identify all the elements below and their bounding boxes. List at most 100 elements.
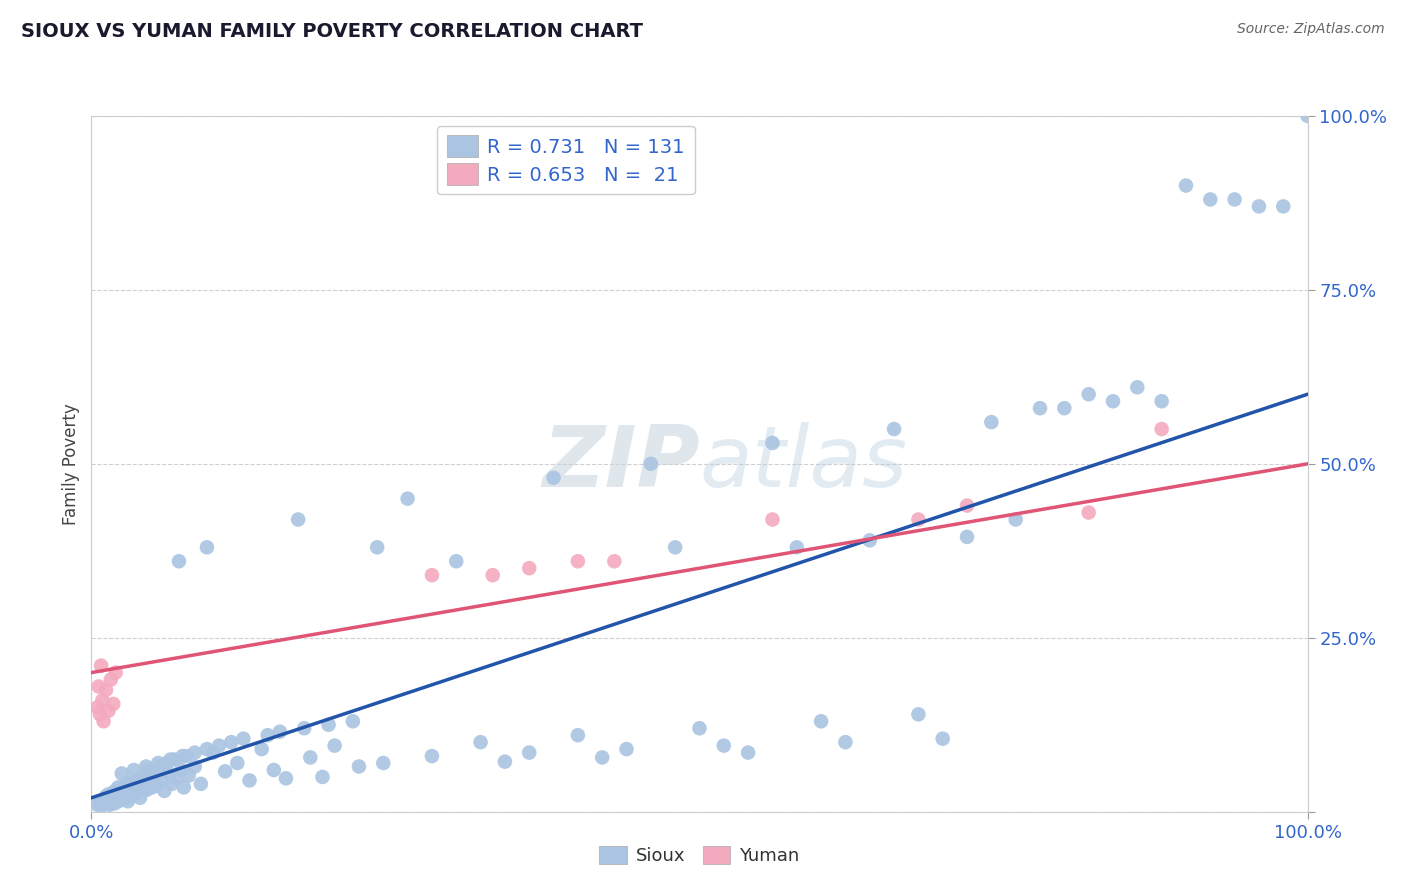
Point bbox=[263, 763, 285, 777]
Point bbox=[543, 471, 565, 485]
Point bbox=[148, 756, 170, 770]
Point bbox=[494, 755, 516, 769]
Point bbox=[129, 770, 152, 784]
Point bbox=[167, 554, 190, 568]
Point bbox=[117, 794, 139, 808]
Point bbox=[567, 554, 589, 568]
Text: atlas: atlas bbox=[699, 422, 907, 506]
Point bbox=[481, 568, 503, 582]
Point bbox=[366, 541, 388, 555]
Point bbox=[86, 797, 108, 812]
Point bbox=[89, 794, 111, 808]
Point bbox=[373, 756, 395, 770]
Point bbox=[786, 541, 808, 555]
Point bbox=[517, 746, 540, 760]
Point bbox=[170, 763, 193, 777]
Point bbox=[163, 753, 186, 767]
Point bbox=[761, 512, 783, 526]
Point bbox=[1150, 394, 1173, 409]
Point bbox=[128, 778, 150, 792]
Point bbox=[1077, 506, 1099, 520]
Point bbox=[931, 731, 953, 746]
Point bbox=[1126, 380, 1149, 394]
Legend: Sioux, Yuman: Sioux, Yuman bbox=[592, 838, 807, 872]
Point bbox=[287, 512, 309, 526]
Point bbox=[110, 788, 132, 801]
Point bbox=[104, 665, 127, 680]
Text: Source: ZipAtlas.com: Source: ZipAtlas.com bbox=[1237, 22, 1385, 37]
Point bbox=[112, 792, 135, 806]
Point bbox=[136, 782, 159, 797]
Point bbox=[688, 721, 710, 735]
Point bbox=[153, 784, 176, 798]
Point bbox=[86, 700, 108, 714]
Point bbox=[713, 739, 735, 753]
Point bbox=[139, 772, 162, 786]
Point bbox=[980, 415, 1002, 429]
Point bbox=[111, 766, 134, 780]
Point bbox=[640, 457, 662, 471]
Point bbox=[274, 772, 297, 786]
Point bbox=[122, 788, 145, 801]
Point bbox=[120, 789, 142, 804]
Point bbox=[1029, 401, 1052, 416]
Point bbox=[143, 768, 166, 782]
Point bbox=[269, 724, 291, 739]
Point bbox=[90, 799, 112, 814]
Point bbox=[299, 750, 322, 764]
Point bbox=[190, 777, 212, 791]
Point bbox=[603, 554, 626, 568]
Point bbox=[517, 561, 540, 575]
Point bbox=[956, 499, 979, 513]
Point bbox=[121, 780, 143, 795]
Point bbox=[470, 735, 492, 749]
Point bbox=[129, 790, 152, 805]
Point bbox=[148, 759, 170, 773]
Point bbox=[444, 554, 467, 568]
Point bbox=[311, 770, 333, 784]
Point bbox=[834, 735, 856, 749]
Point bbox=[98, 797, 121, 812]
Point bbox=[737, 746, 759, 760]
Point bbox=[138, 763, 160, 777]
Point bbox=[125, 782, 148, 797]
Point bbox=[859, 533, 882, 548]
Point bbox=[111, 785, 134, 799]
Point bbox=[87, 680, 110, 694]
Point bbox=[195, 541, 218, 555]
Point bbox=[135, 775, 157, 789]
Point bbox=[184, 759, 207, 773]
Point bbox=[956, 530, 979, 544]
Point bbox=[150, 773, 173, 788]
Point bbox=[117, 775, 139, 789]
Point bbox=[93, 797, 115, 811]
Point bbox=[664, 541, 686, 555]
Point bbox=[907, 707, 929, 722]
Point bbox=[396, 491, 419, 506]
Point bbox=[567, 728, 589, 742]
Point bbox=[1150, 422, 1173, 436]
Point bbox=[97, 704, 120, 718]
Point bbox=[342, 714, 364, 729]
Point bbox=[118, 784, 141, 798]
Point bbox=[616, 742, 638, 756]
Point bbox=[318, 717, 340, 731]
Point bbox=[1272, 199, 1295, 213]
Point bbox=[159, 753, 181, 767]
Point bbox=[1247, 199, 1270, 213]
Point bbox=[94, 683, 117, 698]
Point bbox=[208, 739, 231, 753]
Point bbox=[214, 764, 236, 779]
Point bbox=[115, 788, 138, 801]
Point bbox=[111, 782, 134, 797]
Point bbox=[94, 792, 117, 806]
Point bbox=[100, 673, 122, 687]
Point bbox=[591, 750, 613, 764]
Point bbox=[883, 422, 905, 436]
Point bbox=[91, 693, 114, 707]
Point bbox=[94, 789, 117, 804]
Point bbox=[122, 763, 145, 777]
Point bbox=[238, 773, 260, 788]
Point bbox=[166, 772, 188, 786]
Point bbox=[232, 731, 254, 746]
